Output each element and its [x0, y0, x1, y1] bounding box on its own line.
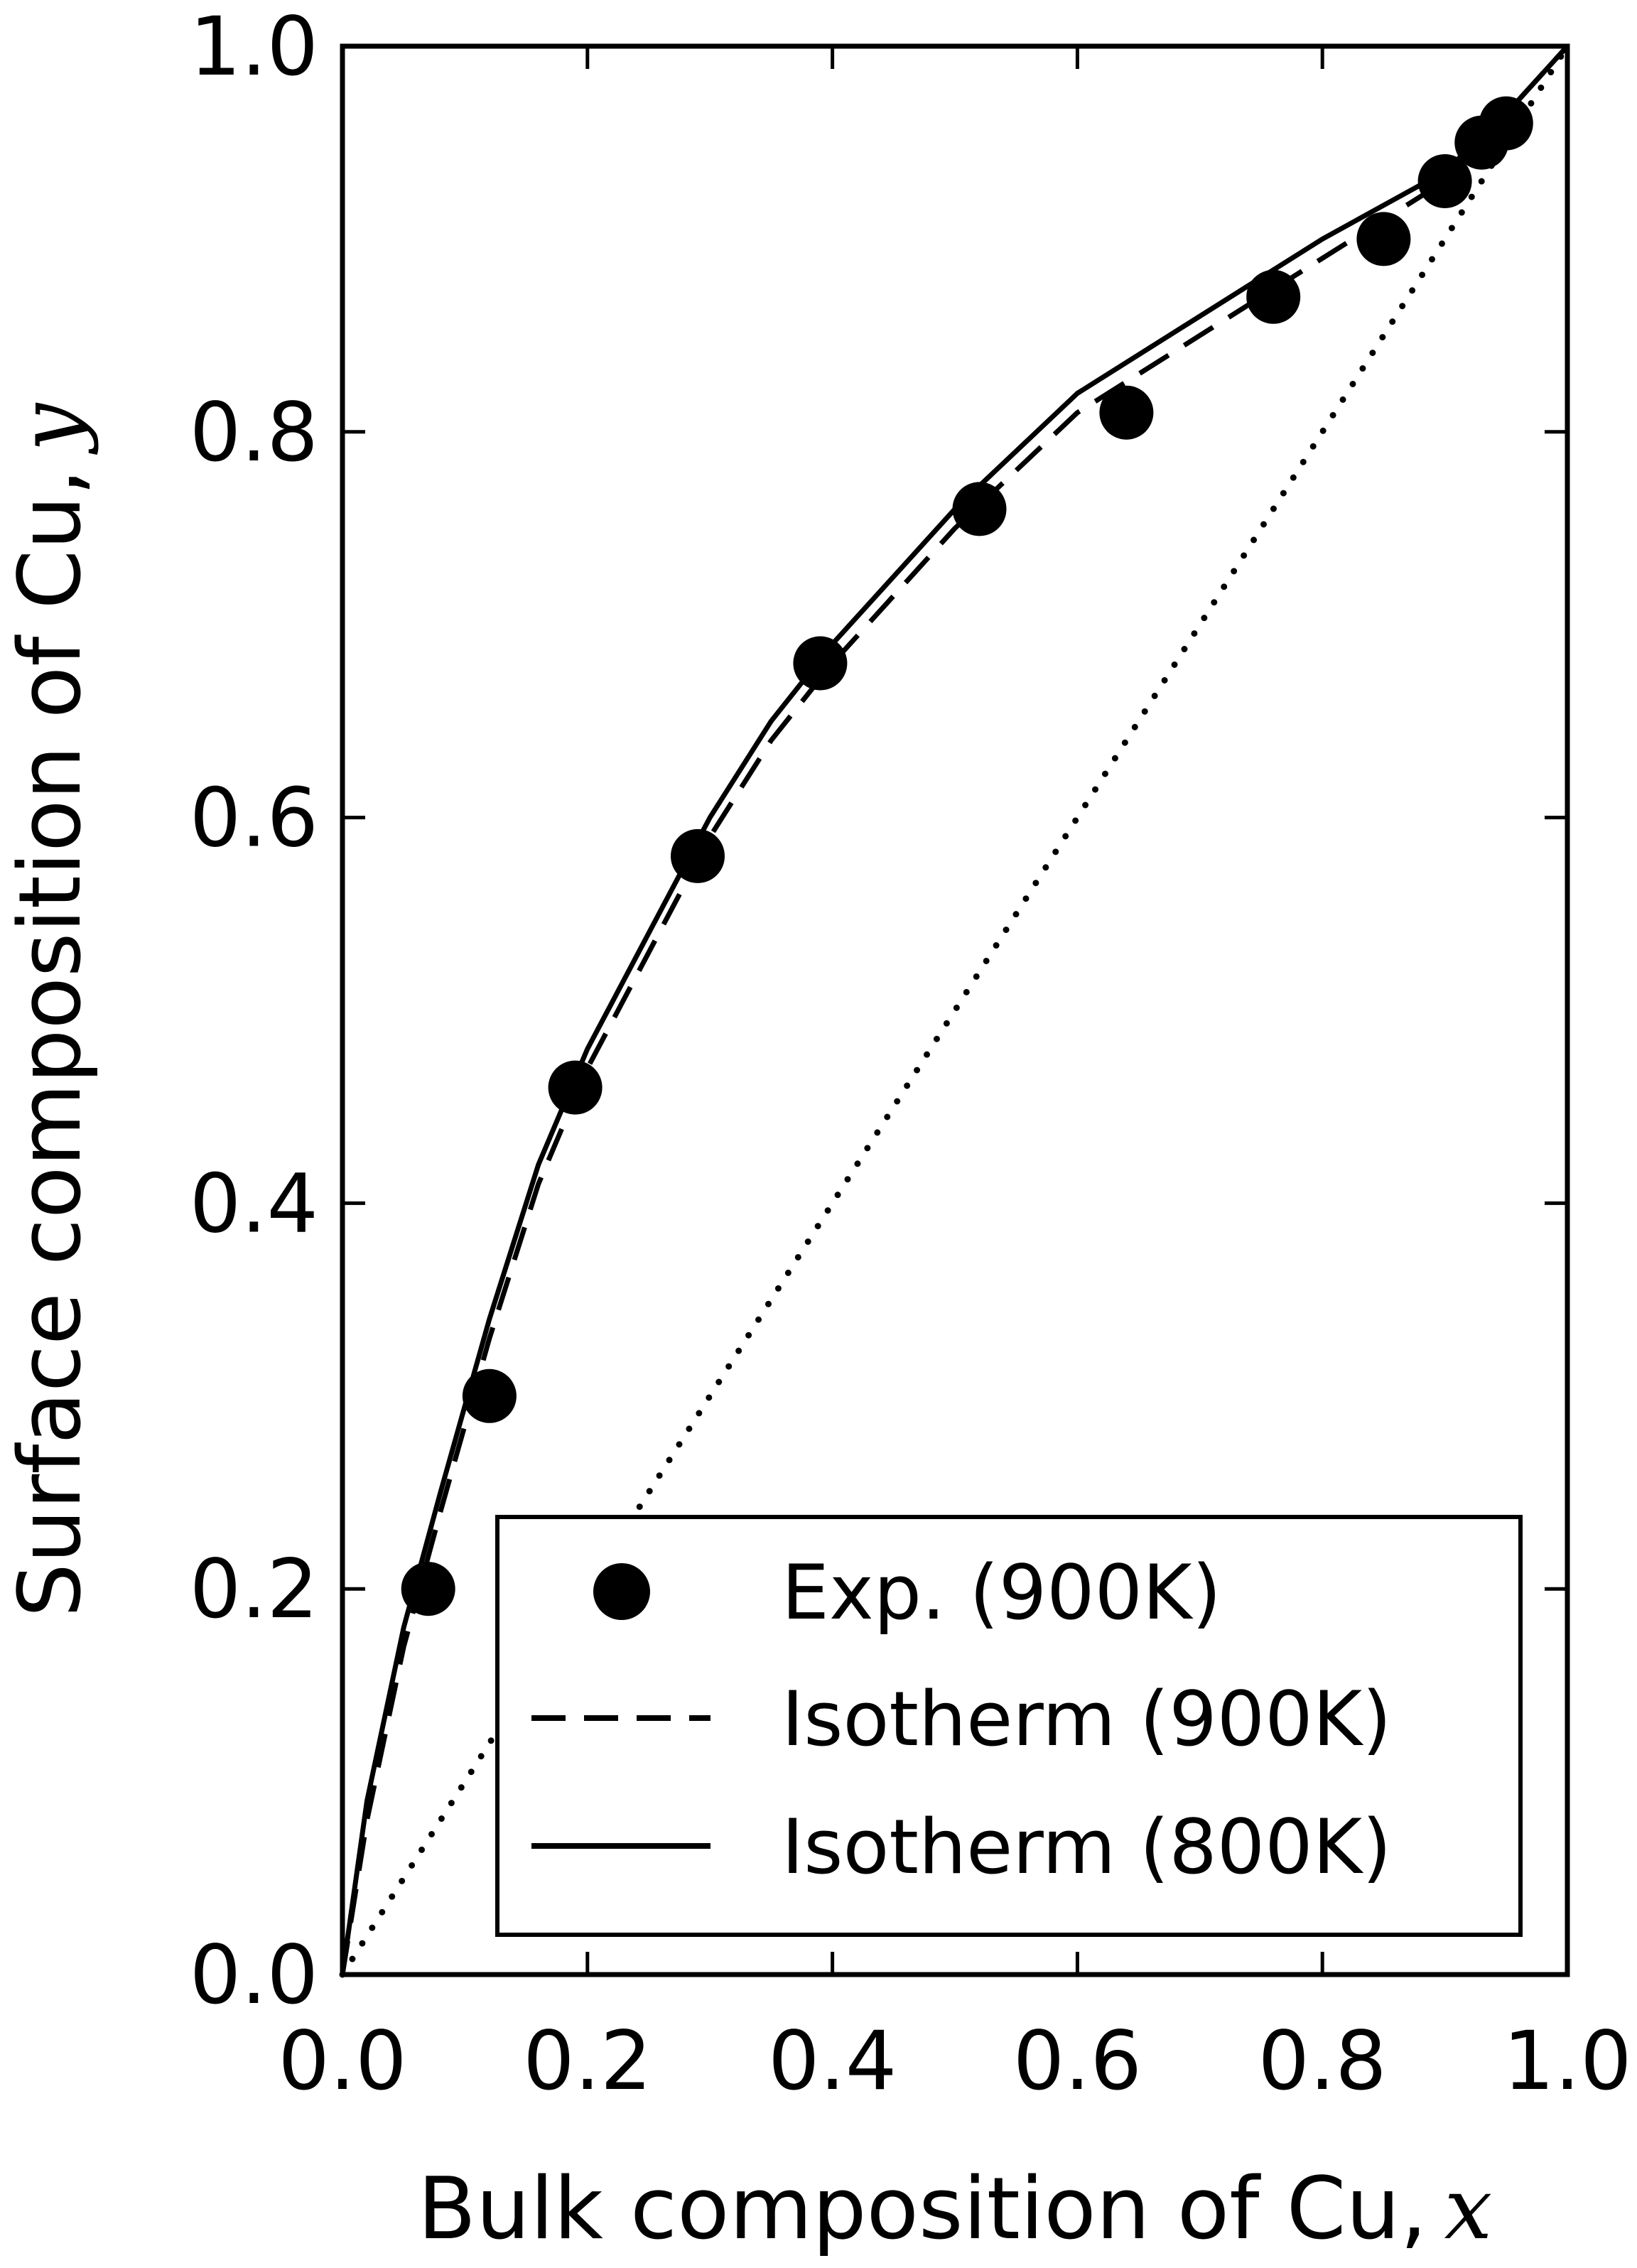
y-tick-label: 0.8	[190, 385, 318, 480]
y-axis-label: Surface composition of Cu, y	[1, 401, 100, 1617]
isotherm-800k-line	[340, 44, 1570, 1975]
legend-label-exp-900k: Exp. (900K)	[782, 1549, 1221, 1636]
x-axis-var: x	[1444, 2160, 1493, 2259]
y-tick-label: 0.2	[190, 1542, 318, 1636]
legend-label-isotherm-900k: Isotherm (900K)	[782, 1675, 1392, 1763]
x-tick-label: 0.4	[768, 2014, 897, 2108]
exp-data-point	[548, 1060, 603, 1115]
exp-data-point	[462, 1368, 517, 1423]
markers-layer	[401, 96, 1533, 1616]
exp-data-point	[671, 828, 725, 883]
legend-label-isotherm-800k: Isotherm (800K)	[782, 1803, 1392, 1891]
exp-data-point	[1479, 96, 1533, 151]
isotherm-900k-line	[340, 44, 1570, 1975]
y-axis-label-text: Surface composition of Cu,	[1, 468, 100, 1617]
legend-marker-exp-900k	[593, 1563, 650, 1620]
ticklabels-layer: 0.0 0.2 0.4 0.6 0.8 1.0 0.0 0.2 0.4 0.6 0.8 1.0	[190, 0, 1632, 2108]
exp-data-point	[1246, 269, 1301, 324]
y-tick-label: 0.6	[190, 771, 318, 865]
x-tick-label: 0.2	[523, 2014, 652, 2108]
y-tick-label: 0.4	[190, 1156, 318, 1251]
x-tick-label: 1.0	[1503, 2014, 1631, 2108]
legend-frame	[495, 1515, 1523, 1937]
exp-data-point	[1356, 212, 1411, 266]
x-axis-label: Bulk composition of Cu, x	[418, 2160, 1493, 2259]
exp-data-point	[1417, 154, 1472, 208]
exp-data-point	[952, 482, 1007, 536]
lines-layer	[339, 43, 1571, 1978]
ticks-layer	[340, 44, 1570, 1977]
x-tick-label: 0.8	[1258, 2014, 1387, 2108]
legend: Exp. (900K) Isotherm (900K) Isotherm (80…	[495, 1515, 1523, 1937]
y-axis-var: y	[1, 401, 100, 455]
parity-line	[339, 43, 1571, 1978]
exp-data-point	[401, 1562, 455, 1616]
x-axis-label-text: Bulk composition of Cu,	[418, 2160, 1427, 2259]
plot-frame	[340, 43, 1570, 1977]
y-tick-label: 0.0	[190, 1928, 318, 2022]
x-tick-label: 0.6	[1013, 2014, 1142, 2108]
y-tick-label: 1.0	[190, 0, 318, 94]
exp-data-point	[1099, 385, 1154, 440]
x-tick-label: 0.0	[278, 2014, 406, 2108]
exp-data-point	[793, 636, 848, 691]
